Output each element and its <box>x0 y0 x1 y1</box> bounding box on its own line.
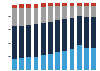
Bar <box>55 20 60 52</box>
Bar <box>62 51 67 70</box>
Bar <box>77 45 82 70</box>
Bar <box>55 6 60 20</box>
Bar <box>34 4 38 8</box>
Bar <box>41 3 46 7</box>
Bar <box>70 3 74 6</box>
Bar <box>34 8 38 24</box>
Bar <box>77 16 82 45</box>
Bar <box>91 3 96 5</box>
Bar <box>62 19 67 51</box>
Bar <box>48 54 53 70</box>
Bar <box>91 48 96 70</box>
Bar <box>91 5 96 17</box>
Bar <box>12 59 17 70</box>
Bar <box>26 4 31 8</box>
Bar <box>19 4 24 8</box>
Bar <box>41 23 46 55</box>
Bar <box>84 3 89 5</box>
Bar <box>26 8 31 25</box>
Bar <box>48 22 53 54</box>
Bar <box>19 26 24 58</box>
Bar <box>91 17 96 48</box>
Bar <box>12 8 17 26</box>
Bar <box>62 3 67 6</box>
Bar <box>41 55 46 70</box>
Bar <box>34 24 38 57</box>
Bar <box>26 57 31 70</box>
Bar <box>19 8 24 26</box>
Bar <box>12 5 17 8</box>
Bar <box>62 6 67 19</box>
Bar <box>70 49 74 70</box>
Bar <box>55 3 60 6</box>
Bar <box>26 25 31 57</box>
Bar <box>84 48 89 70</box>
Bar <box>48 3 53 6</box>
Bar <box>84 17 89 48</box>
Bar <box>77 3 82 5</box>
Bar <box>55 52 60 70</box>
Bar <box>12 26 17 59</box>
Bar <box>19 58 24 70</box>
Bar <box>34 57 38 70</box>
Bar <box>77 5 82 16</box>
Bar <box>84 5 89 17</box>
Bar <box>41 7 46 23</box>
Bar <box>70 6 74 18</box>
Bar <box>70 18 74 49</box>
Bar <box>48 6 53 22</box>
